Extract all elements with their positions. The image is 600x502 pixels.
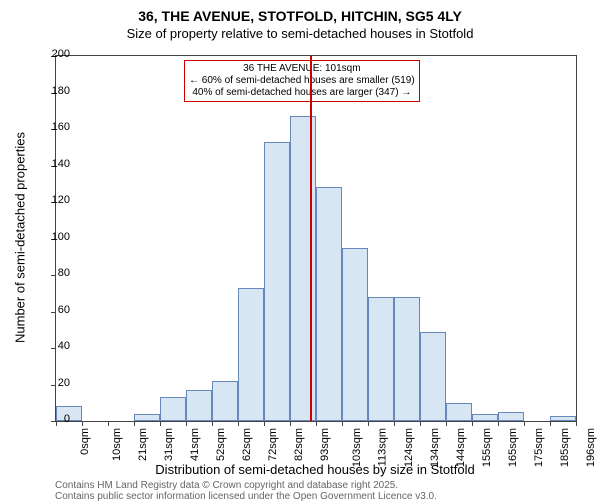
x-tick xyxy=(498,421,499,426)
footer-line1: Contains HM Land Registry data © Crown c… xyxy=(55,480,398,491)
y-tick-label: 160 xyxy=(40,121,70,133)
annotation-line2: ← 60% of semi-detached houses are smalle… xyxy=(189,75,415,87)
y-tick-label: 60 xyxy=(40,304,70,316)
x-tick xyxy=(550,421,551,426)
reference-line xyxy=(310,56,312,421)
x-tick xyxy=(524,421,525,426)
plot-area: 36 THE AVENUE: 101sqm ← 60% of semi-deta… xyxy=(55,55,577,422)
histogram-bar xyxy=(498,412,524,421)
y-tick-label: 180 xyxy=(40,85,70,97)
annotation-line3: 40% of semi-detached houses are larger (… xyxy=(189,87,415,99)
y-tick-label: 200 xyxy=(40,48,70,60)
x-tick xyxy=(420,421,421,426)
x-tick-label: 134sqm xyxy=(429,428,441,467)
y-tick-label: 20 xyxy=(40,377,70,389)
x-tick-label: 10sqm xyxy=(111,428,123,461)
histogram-bar xyxy=(316,187,342,421)
x-tick-label: 0sqm xyxy=(79,428,91,455)
histogram-bar xyxy=(134,414,160,421)
y-tick-label: 40 xyxy=(40,340,70,352)
x-tick-label: 144sqm xyxy=(455,428,467,467)
x-tick-label: 52sqm xyxy=(215,428,227,461)
x-tick-label: 196sqm xyxy=(585,428,597,467)
y-tick-label: 0 xyxy=(40,413,70,425)
x-tick-label: 31sqm xyxy=(163,428,175,461)
annotation-line1: 36 THE AVENUE: 101sqm xyxy=(189,63,415,75)
footer-line2: Contains public sector information licen… xyxy=(55,491,437,502)
x-tick-label: 103sqm xyxy=(351,428,363,467)
x-tick xyxy=(264,421,265,426)
y-tick-label: 80 xyxy=(40,267,70,279)
y-axis-label: Number of semi-detached properties xyxy=(13,118,28,358)
chart-container: 36, THE AVENUE, STOTFOLD, HITCHIN, SG5 4… xyxy=(0,0,600,500)
x-tick xyxy=(394,421,395,426)
x-tick xyxy=(342,421,343,426)
x-tick-label: 165sqm xyxy=(507,428,519,467)
x-tick-label: 21sqm xyxy=(137,428,149,461)
annotation-box: 36 THE AVENUE: 101sqm ← 60% of semi-deta… xyxy=(184,60,420,102)
x-tick-label: 82sqm xyxy=(293,428,305,461)
x-tick xyxy=(134,421,135,426)
histogram-bar xyxy=(420,332,446,421)
x-tick-label: 175sqm xyxy=(533,428,545,467)
histogram-bar xyxy=(368,297,394,421)
x-tick xyxy=(82,421,83,426)
histogram-bar xyxy=(264,142,290,421)
x-axis-label: Distribution of semi-detached houses by … xyxy=(55,462,575,477)
histogram-bar xyxy=(472,414,498,421)
x-tick-label: 113sqm xyxy=(376,428,388,466)
x-tick xyxy=(576,421,577,426)
histogram-bar xyxy=(186,390,212,421)
histogram-bar xyxy=(342,248,368,421)
histogram-bar xyxy=(394,297,420,421)
x-tick xyxy=(238,421,239,426)
x-tick xyxy=(290,421,291,426)
x-tick xyxy=(108,421,109,426)
x-tick xyxy=(160,421,161,426)
y-tick-label: 100 xyxy=(40,231,70,243)
histogram-bar xyxy=(238,288,264,421)
histogram-bar xyxy=(160,397,186,421)
x-tick-label: 124sqm xyxy=(403,428,415,467)
x-tick xyxy=(186,421,187,426)
histogram-bar xyxy=(212,381,238,421)
histogram-bar xyxy=(290,116,316,421)
x-tick-label: 185sqm xyxy=(559,428,571,467)
x-tick-label: 93sqm xyxy=(319,428,331,461)
x-tick xyxy=(212,421,213,426)
title-line1: 36, THE AVENUE, STOTFOLD, HITCHIN, SG5 4… xyxy=(0,0,600,24)
x-tick-label: 62sqm xyxy=(241,428,253,461)
x-tick xyxy=(472,421,473,426)
y-tick-label: 120 xyxy=(40,194,70,206)
x-tick xyxy=(368,421,369,426)
x-tick-label: 72sqm xyxy=(267,428,279,461)
y-tick-label: 140 xyxy=(40,158,70,170)
x-tick xyxy=(446,421,447,426)
histogram-bar xyxy=(550,416,576,421)
histogram-bar xyxy=(446,403,472,421)
x-tick xyxy=(316,421,317,426)
x-tick-label: 41sqm xyxy=(189,428,201,461)
x-tick-label: 155sqm xyxy=(481,428,493,467)
title-line2: Size of property relative to semi-detach… xyxy=(0,24,600,41)
